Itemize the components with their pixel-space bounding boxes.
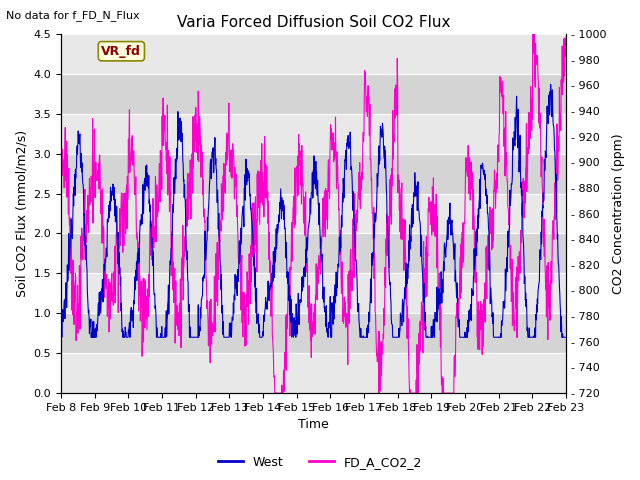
Text: No data for f_FD_N_Flux: No data for f_FD_N_Flux <box>6 10 140 21</box>
Bar <box>61 193 566 233</box>
Bar <box>61 233 566 274</box>
Y-axis label: CO2 Concentration (ppm): CO2 Concentration (ppm) <box>612 133 625 294</box>
Y-axis label: Soil CO2 Flux (mmol/m2/s): Soil CO2 Flux (mmol/m2/s) <box>15 130 28 297</box>
Text: VR_fd: VR_fd <box>101 45 141 58</box>
Bar <box>61 274 566 313</box>
Bar <box>61 313 566 353</box>
Bar <box>61 114 566 154</box>
Title: Varia Forced Diffusion Soil CO2 Flux: Varia Forced Diffusion Soil CO2 Flux <box>177 15 451 30</box>
Bar <box>61 34 566 74</box>
X-axis label: Time: Time <box>298 419 329 432</box>
Legend: West, FD_A_CO2_2: West, FD_A_CO2_2 <box>213 451 427 474</box>
Bar <box>61 353 566 393</box>
Bar <box>61 74 566 114</box>
Bar <box>61 154 566 193</box>
